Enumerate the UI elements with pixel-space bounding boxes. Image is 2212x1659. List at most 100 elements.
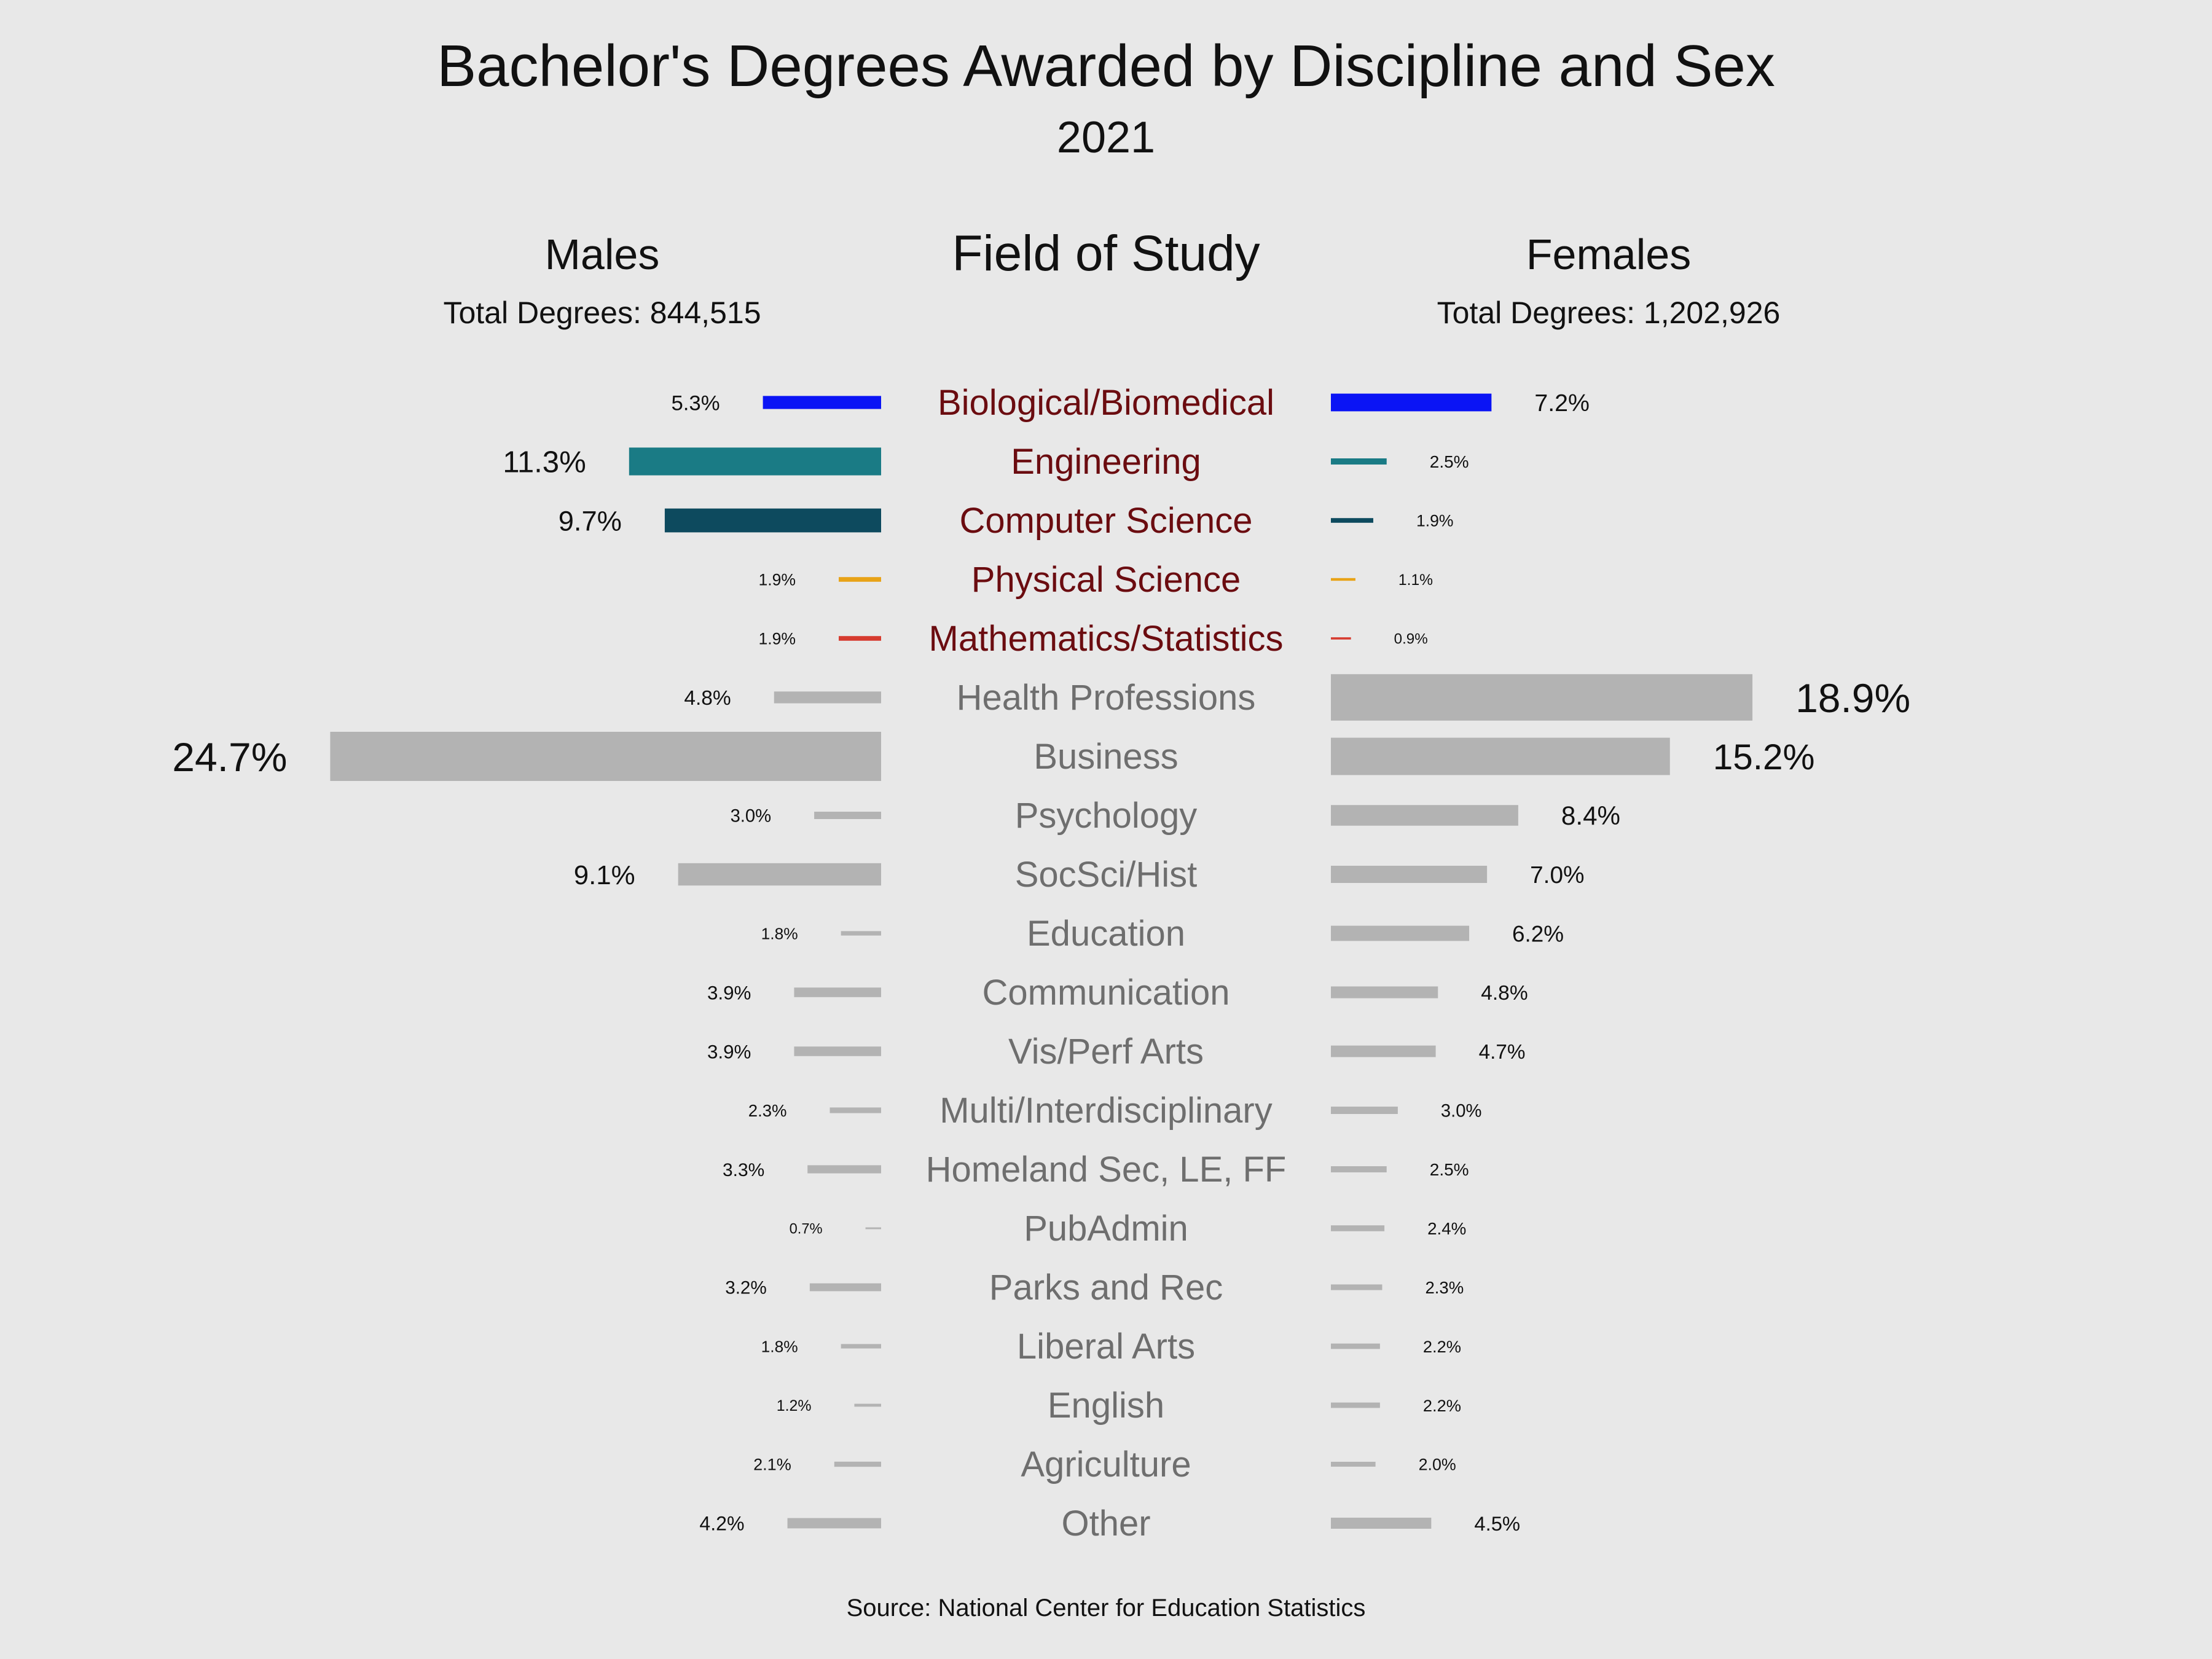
category-label: Parks and Rec <box>989 1268 1223 1308</box>
category-label: Psychology <box>1015 796 1198 836</box>
category-label: Communication <box>982 973 1230 1013</box>
females-total: Total Degrees: 1,202,926 <box>1437 296 1781 330</box>
female-value-label: 7.0% <box>1530 862 1584 888</box>
female-value-label: 2.0% <box>1419 1456 1456 1474</box>
male-value-label: 3.2% <box>725 1278 767 1298</box>
male-bar <box>865 1227 881 1230</box>
male-bar <box>841 931 881 936</box>
male-bar <box>794 987 881 997</box>
females-header: Females <box>1526 230 1691 278</box>
field-header: Field of Study <box>952 226 1260 281</box>
chart-title: Bachelor's Degrees Awarded by Discipline… <box>437 33 1775 99</box>
male-value-label: 1.2% <box>777 1397 812 1414</box>
female-bar <box>1331 393 1492 412</box>
male-bar <box>330 732 881 781</box>
female-bar <box>1331 805 1518 826</box>
male-value-label: 2.1% <box>753 1456 791 1474</box>
male-value-label: 1.9% <box>759 571 796 589</box>
category-label: Agriculture <box>1021 1445 1191 1484</box>
male-bar <box>678 863 881 886</box>
male-bar <box>763 396 881 409</box>
female-value-label: 2.3% <box>1425 1278 1464 1297</box>
male-value-label: 2.3% <box>748 1101 787 1120</box>
male-bar <box>839 636 881 641</box>
female-bar <box>1331 458 1387 465</box>
female-value-label: 2.4% <box>1427 1219 1466 1238</box>
category-label: Liberal Arts <box>1017 1327 1195 1367</box>
female-bar <box>1331 518 1373 523</box>
male-value-label: 1.8% <box>761 924 798 943</box>
female-value-label: 0.9% <box>1394 631 1428 648</box>
male-value-label: 1.9% <box>759 630 796 648</box>
category-label: Biological/Biomedical <box>938 383 1274 423</box>
category-label: Mathematics/Statistics <box>929 619 1284 659</box>
female-value-label: 4.8% <box>1481 982 1528 1005</box>
female-bar <box>1331 986 1438 998</box>
male-value-label: 9.7% <box>559 505 622 536</box>
female-bar <box>1331 1462 1376 1467</box>
male-bar <box>794 1046 881 1056</box>
female-value-label: 1.1% <box>1398 572 1433 589</box>
male-bar <box>809 1283 881 1292</box>
male-bar <box>830 1107 881 1113</box>
category-label: Computer Science <box>959 501 1252 541</box>
female-value-label: 3.0% <box>1441 1102 1482 1121</box>
female-value-label: 2.5% <box>1430 1160 1469 1179</box>
male-value-label: 4.2% <box>699 1513 744 1535</box>
male-bar <box>839 577 881 582</box>
female-bar <box>1331 866 1488 883</box>
female-value-label: 4.7% <box>1479 1041 1526 1064</box>
male-bar <box>814 812 881 819</box>
source-note: Source: National Center for Education St… <box>847 1594 1366 1622</box>
males-total: Total Degrees: 844,515 <box>443 296 761 330</box>
male-bar <box>787 1518 881 1529</box>
category-label: PubAdmin <box>1024 1209 1188 1249</box>
female-value-label: 2.2% <box>1423 1396 1461 1415</box>
category-label: Physical Science <box>971 560 1241 600</box>
chart-subtitle: 2021 <box>1057 113 1155 162</box>
male-value-label: 5.3% <box>671 391 720 415</box>
category-label: English <box>1048 1386 1164 1426</box>
female-value-label: 7.2% <box>1534 390 1590 417</box>
male-bar <box>854 1403 881 1407</box>
female-bar <box>1331 1166 1387 1172</box>
female-bar <box>1331 1107 1398 1114</box>
male-bar <box>629 447 881 476</box>
female-bar <box>1331 1343 1380 1349</box>
female-bar <box>1331 925 1470 941</box>
female-bar <box>1331 1045 1436 1057</box>
male-value-label: 24.7% <box>172 734 287 780</box>
female-value-label: 8.4% <box>1561 801 1620 830</box>
female-bar <box>1331 1518 1432 1529</box>
female-bar <box>1331 578 1355 581</box>
female-bar <box>1331 1284 1382 1290</box>
male-bar <box>664 508 881 533</box>
male-value-label: 11.3% <box>503 446 586 479</box>
category-label: Homeland Sec, LE, FF <box>926 1150 1287 1190</box>
male-value-label: 9.1% <box>574 860 635 890</box>
category-label: Health Professions <box>957 678 1256 718</box>
male-value-label: 1.8% <box>761 1337 798 1355</box>
category-label: SocSci/Hist <box>1015 855 1198 895</box>
female-value-label: 4.5% <box>1474 1512 1520 1535</box>
male-value-label: 3.3% <box>723 1160 764 1180</box>
female-value-label: 1.9% <box>1416 512 1454 530</box>
male-value-label: 0.7% <box>790 1222 823 1237</box>
female-bar <box>1331 737 1670 775</box>
category-label: Multi/Interdisciplinary <box>939 1091 1273 1131</box>
male-bar <box>834 1461 881 1467</box>
female-value-label: 2.2% <box>1423 1337 1461 1356</box>
male-value-label: 3.0% <box>731 807 772 826</box>
male-value-label: 3.9% <box>707 1041 751 1062</box>
category-label: Other <box>1061 1504 1150 1543</box>
female-bar <box>1331 637 1351 640</box>
male-bar <box>774 691 881 704</box>
female-bar <box>1331 674 1753 721</box>
category-label: Engineering <box>1011 442 1201 482</box>
male-value-label: 3.9% <box>707 982 751 1003</box>
male-value-label: 4.8% <box>684 687 731 710</box>
category-label: Education <box>1027 914 1185 954</box>
category-label: Business <box>1033 737 1178 777</box>
